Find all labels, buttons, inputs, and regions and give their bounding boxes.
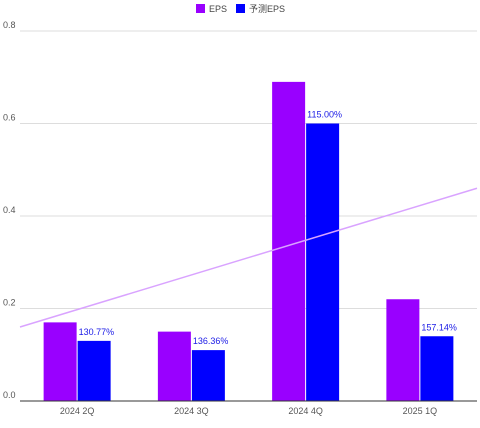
- legend-label-forecast-eps: 予测EPS: [249, 4, 285, 14]
- bar-eps: [157, 331, 191, 401]
- legend-label-eps: EPS: [209, 4, 227, 14]
- x-tick-label: 2024 2Q: [60, 406, 95, 416]
- y-tick-label: 0.4: [3, 205, 16, 215]
- bar-eps: [43, 322, 77, 401]
- trendline-group: [19, 187, 478, 328]
- data-label: 136.36%: [193, 336, 229, 346]
- bar-forecast-eps: [420, 336, 454, 401]
- x-tick-label: 2024 3Q: [174, 406, 209, 416]
- x-tick-label: 2024 4Q: [288, 406, 323, 416]
- y-tick-label: 0.2: [3, 298, 16, 308]
- legend: EPS 予测EPS: [196, 4, 285, 14]
- bars: [43, 81, 454, 401]
- y-axis-ticks: 0.0 0.2 0.4 0.6 0.8: [3, 20, 16, 400]
- x-tick-label: 2025 1Q: [403, 406, 438, 416]
- legend-swatch-forecast-eps: [236, 4, 245, 13]
- y-tick-label: 0.6: [3, 113, 16, 123]
- bar-forecast-eps: [306, 123, 340, 401]
- bar-eps: [386, 299, 420, 401]
- bar-forecast-eps: [191, 350, 225, 401]
- gridlines: [20, 30, 477, 309]
- data-label: 115.00%: [307, 110, 342, 120]
- y-tick-label: 0.8: [3, 20, 16, 30]
- data-label: 157.14%: [421, 322, 457, 332]
- data-label: 130.77%: [79, 327, 115, 337]
- trendline: [19, 187, 478, 328]
- y-tick-label: 0.0: [3, 390, 16, 400]
- bar-forecast-eps: [77, 340, 111, 401]
- legend-swatch-eps: [196, 4, 205, 13]
- data-labels: 130.77% 136.36% 115.00% 157.14%: [79, 110, 457, 347]
- x-axis-ticks: 2024 2Q 2024 3Q 2024 4Q 2025 1Q: [60, 406, 437, 416]
